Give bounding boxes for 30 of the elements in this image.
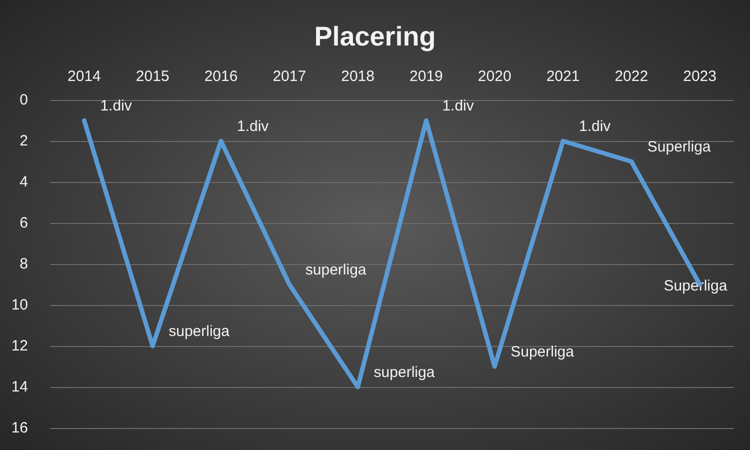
x-tick-label: 2022	[614, 68, 648, 85]
annotation: Superliga	[647, 138, 712, 156]
chart-title: Placering	[314, 22, 436, 52]
annotation: 1.div	[579, 118, 612, 135]
annotation: Superliga	[510, 344, 575, 360]
y-tick-label: 16	[11, 420, 28, 436]
y-tick-label: 8	[20, 256, 28, 272]
x-tick-label: 2019	[410, 68, 443, 85]
annotation: superliga	[374, 364, 436, 381]
x-tick-label: 2017	[272, 68, 306, 85]
y-tick-label: 6	[20, 214, 28, 232]
y-tick-label: 12	[11, 338, 28, 354]
y-tick-label: 4	[20, 174, 28, 190]
y-tick-label: 10	[11, 296, 28, 314]
annotation: superliga	[305, 262, 367, 278]
x-tick-label: 2014	[68, 68, 101, 85]
x-tick-label: 2018	[341, 68, 374, 85]
y-tick-label: 0	[20, 92, 28, 108]
x-tick-label: 2020	[478, 68, 512, 85]
x-tick-label: 2015	[136, 68, 170, 85]
annotation: 1.div	[442, 98, 474, 114]
annotation: superliga	[168, 323, 230, 340]
x-tick-label: 2016	[204, 68, 238, 85]
x-tick-label: 2021	[546, 68, 580, 85]
y-tick-label: 14	[11, 378, 28, 396]
annotation: 1.div	[100, 98, 132, 114]
annotation: 1.div	[237, 118, 270, 135]
x-tick-label: 2023	[683, 68, 716, 85]
y-tick-label: 2	[20, 132, 28, 150]
annotation: Superliga	[664, 278, 728, 294]
